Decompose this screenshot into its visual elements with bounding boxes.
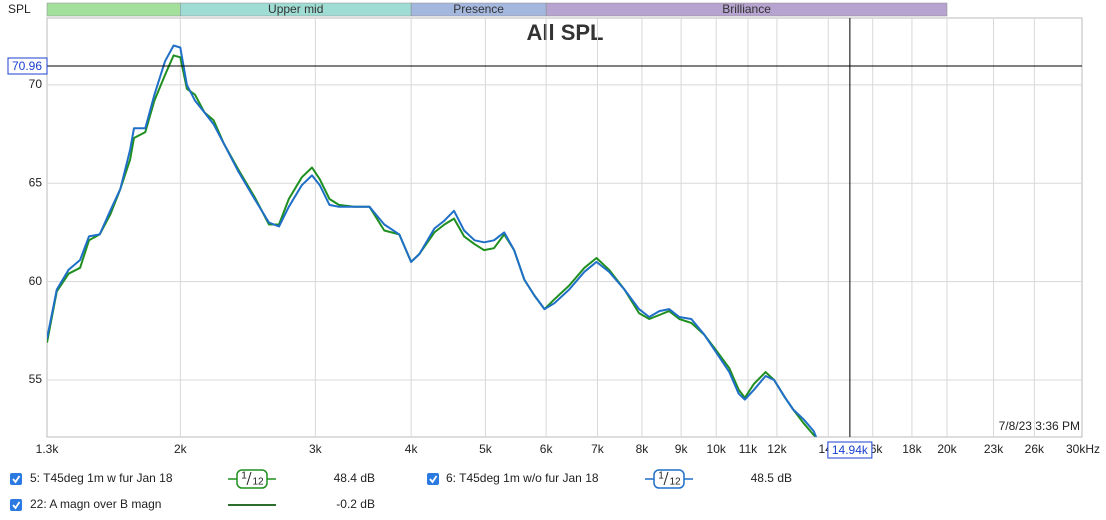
x-tick-label: 5k: [479, 442, 493, 456]
checkbox-box[interactable]: [10, 499, 22, 511]
x-tick-label: 12k: [767, 442, 787, 456]
cursor-y-readout-box: [7, 57, 48, 75]
band-label: Upper mid: [268, 2, 323, 16]
y-tick-label: 60: [29, 274, 43, 288]
x-tick-label: 30kHz: [1066, 442, 1100, 456]
chart-title: All SPL: [526, 20, 603, 45]
timestamp: 7/8/23 3:36 PM: [999, 419, 1080, 433]
legend-name: 6: T45deg 1m w/o fur Jan 18: [446, 471, 599, 485]
x-tick-label: 7k: [591, 442, 605, 456]
trace-checkbox[interactable]: [427, 473, 439, 485]
x-tick-label: 26k: [1025, 442, 1045, 456]
legend-name: 22: A magn over B magn: [30, 497, 161, 511]
x-tick-label: 23k: [984, 442, 1004, 456]
legend-level: 48.5 dB: [751, 471, 792, 485]
x-tick-label: 18k: [902, 442, 922, 456]
smoothing-num: 1: [241, 471, 247, 482]
checkbox-tick[interactable]: [12, 501, 21, 510]
smoothing-badge: [236, 469, 268, 489]
cursor-y-readout: 70.96: [12, 59, 42, 73]
smoothing-num: 1: [658, 471, 664, 482]
checkbox-tick[interactable]: [12, 475, 21, 484]
legend-level: -0.2 dB: [336, 497, 375, 511]
trace-checkbox[interactable]: [10, 473, 22, 485]
y-axis-label: SPL: [8, 2, 31, 16]
checkbox-tick[interactable]: [429, 475, 438, 484]
x-tick-label: 10k: [707, 442, 727, 456]
smoothing-badge: [653, 469, 685, 489]
band-label: Presence: [453, 2, 504, 16]
y-tick-label: 65: [29, 175, 43, 189]
checkbox-box[interactable]: [10, 473, 22, 485]
y-tick-label: 55: [29, 372, 43, 386]
legend-name: 5: T45deg 1m w fur Jan 18: [30, 471, 173, 485]
x-tick-label: 20k: [937, 442, 957, 456]
frequency-band: [46, 2, 181, 17]
x-tick-label: 9k: [675, 442, 689, 456]
frequency-band: [545, 2, 948, 17]
x-tick-label: 3k: [309, 442, 323, 456]
smoothing-den: 12: [252, 477, 264, 488]
trace-line: [47, 44, 818, 437]
y-tick-label: 70: [29, 77, 43, 91]
x-tick-label: 8k: [636, 442, 650, 456]
cursor-x-readout: 14.94k: [832, 443, 869, 457]
x-tick-label: 2k: [174, 442, 188, 456]
trace-checkbox[interactable]: [10, 499, 22, 511]
x-tick-label: 1.3k: [36, 442, 60, 456]
plot-area: [46, 17, 1083, 438]
smoothing-slash: [246, 471, 252, 486]
band-label: Brilliance: [722, 2, 771, 16]
checkbox-box[interactable]: [427, 473, 439, 485]
x-tick-label: 6k: [540, 442, 554, 456]
legend-level: 48.4 dB: [334, 471, 375, 485]
smoothing-slash: [663, 471, 669, 486]
cursor-x-readout-box: [827, 441, 873, 459]
x-tick-label: 4k: [405, 442, 419, 456]
x-tick-label: 11k: [739, 442, 758, 456]
smoothing-den: 12: [669, 477, 681, 488]
traces: [47, 44, 818, 437]
